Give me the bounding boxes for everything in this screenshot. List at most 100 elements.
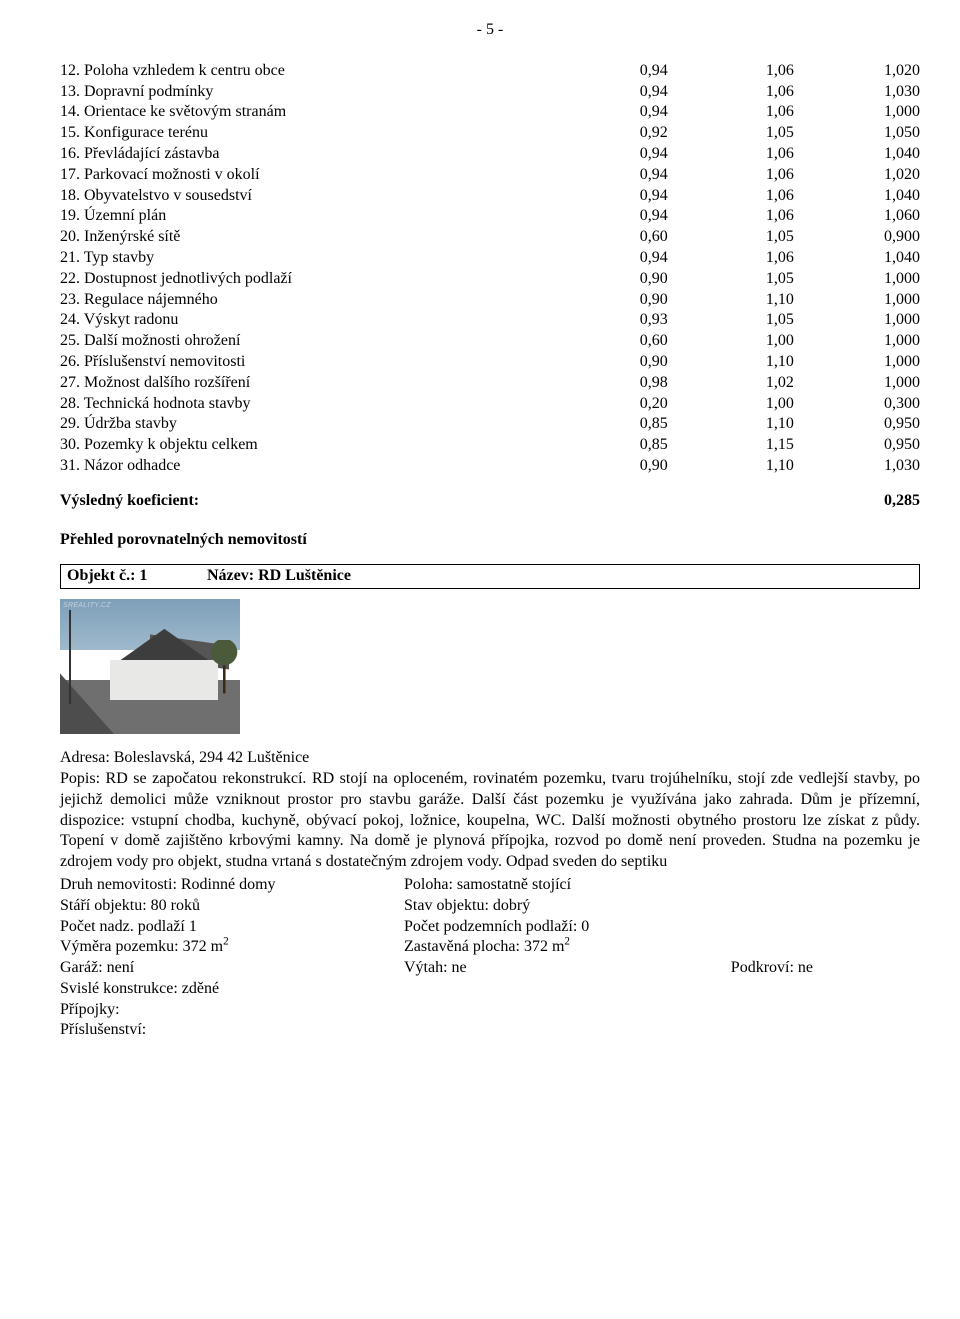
coef-label: 21. Typ stavby bbox=[60, 248, 542, 269]
coef-v3: 1,000 bbox=[794, 290, 920, 311]
coef-v2: 1,06 bbox=[668, 186, 794, 207]
sup: 2 bbox=[223, 936, 229, 948]
photo-watermark: SREALITY.CZ bbox=[63, 601, 111, 610]
prop-druh: Druh nemovitosti: Rodinné domy bbox=[60, 875, 404, 896]
coef-v1: 0,94 bbox=[542, 186, 668, 207]
coef-v1: 0,93 bbox=[542, 310, 668, 331]
photo-pole bbox=[69, 610, 71, 705]
prop-vymera: Výměra pozemku: 372 m2 bbox=[60, 937, 404, 958]
coef-v3: 1,000 bbox=[794, 331, 920, 352]
coef-v3: 1,040 bbox=[794, 186, 920, 207]
coef-v1: 0,94 bbox=[542, 165, 668, 186]
coef-v1: 0,60 bbox=[542, 227, 668, 248]
coef-v2: 1,06 bbox=[668, 144, 794, 165]
coef-v2: 1,06 bbox=[668, 102, 794, 123]
coef-label: 23. Regulace nájemného bbox=[60, 290, 542, 311]
spacer bbox=[731, 1020, 920, 1041]
coef-v3: 1,040 bbox=[794, 248, 920, 269]
coef-row: 25. Další možnosti ohrožení0,601,001,000 bbox=[60, 331, 920, 352]
prop-row-garage: Garáž: není Výtah: ne Podkroví: ne bbox=[60, 958, 920, 979]
coef-label: 12. Poloha vzhledem k centru obce bbox=[60, 61, 542, 82]
spacer bbox=[731, 896, 920, 917]
coef-v3: 1,000 bbox=[794, 310, 920, 331]
coef-v3: 1,000 bbox=[794, 102, 920, 123]
prop-podz: Počet podzemních podlaží: 0 bbox=[404, 917, 731, 938]
property-details: Druh nemovitosti: Rodinné domy Poloha: s… bbox=[60, 875, 920, 1041]
coef-label: 14. Orientace ke světovým stranám bbox=[60, 102, 542, 123]
spacer bbox=[731, 937, 920, 958]
spacer bbox=[542, 491, 794, 512]
coef-label: 27. Možnost dalšího rozšíření bbox=[60, 373, 542, 394]
spacer bbox=[404, 1020, 731, 1041]
result-label: Výsledný koeficient: bbox=[60, 491, 542, 512]
address-line: Adresa: Boleslavská, 294 42 Luštěnice bbox=[60, 748, 920, 769]
coef-row: 22. Dostupnost jednotlivých podlaží0,901… bbox=[60, 269, 920, 290]
prop-svisle: Svislé konstrukce: zděné bbox=[60, 979, 404, 1000]
coef-v1: 0,90 bbox=[542, 269, 668, 290]
coef-label: 13. Dopravní podmínky bbox=[60, 82, 542, 103]
coef-v1: 0,85 bbox=[542, 414, 668, 435]
coef-label: 31. Názor odhadce bbox=[60, 456, 542, 477]
prop-prisl: Příslušenství: bbox=[60, 1020, 404, 1041]
coef-row: 20. Inženýrské sítě0,601,050,900 bbox=[60, 227, 920, 248]
coef-v3: 1,050 bbox=[794, 123, 920, 144]
prop-row-pripojky: Přípojky: bbox=[60, 1000, 920, 1021]
spacer bbox=[731, 917, 920, 938]
coef-v3: 1,000 bbox=[794, 269, 920, 290]
photo-wall bbox=[110, 660, 218, 701]
coef-v2: 1,05 bbox=[668, 227, 794, 248]
coef-v1: 0,60 bbox=[542, 331, 668, 352]
coef-row: 23. Regulace nájemného0,901,101,000 bbox=[60, 290, 920, 311]
coef-v2: 1,05 bbox=[668, 269, 794, 290]
coef-row: 26. Příslušenství nemovitosti0,901,101,0… bbox=[60, 352, 920, 373]
coef-label: 15. Konfigurace terénu bbox=[60, 123, 542, 144]
coef-v1: 0,94 bbox=[542, 61, 668, 82]
prop-row-age: Stáří objektu: 80 roků Stav objektu: dob… bbox=[60, 896, 920, 917]
coef-row: 28. Technická hodnota stavby0,201,000,30… bbox=[60, 394, 920, 415]
coef-v2: 1,06 bbox=[668, 206, 794, 227]
coef-v1: 0,20 bbox=[542, 394, 668, 415]
property-photo: SREALITY.CZ bbox=[60, 599, 240, 734]
coef-v3: 1,040 bbox=[794, 144, 920, 165]
coef-label: 30. Pozemky k objektu celkem bbox=[60, 435, 542, 456]
coef-v1: 0,94 bbox=[542, 144, 668, 165]
coef-row: 16. Převládající zástavba0,941,061,040 bbox=[60, 144, 920, 165]
coef-v1: 0,90 bbox=[542, 352, 668, 373]
coef-v2: 1,02 bbox=[668, 373, 794, 394]
coef-row: 30. Pozemky k objektu celkem0,851,150,95… bbox=[60, 435, 920, 456]
coef-row: 13. Dopravní podmínky0,941,061,030 bbox=[60, 82, 920, 103]
spacer bbox=[731, 1000, 920, 1021]
coef-label: 19. Územní plán bbox=[60, 206, 542, 227]
prop-garaz: Garáž: není bbox=[60, 958, 404, 979]
prop-stav: Stav objektu: dobrý bbox=[404, 896, 731, 917]
coef-v3: 0,950 bbox=[794, 414, 920, 435]
prop-podkrovi: Podkroví: ne bbox=[731, 958, 920, 979]
prop-stari: Stáří objektu: 80 roků bbox=[60, 896, 404, 917]
coefficient-table: 12. Poloha vzhledem k centru obce0,941,0… bbox=[60, 61, 920, 477]
sup: 2 bbox=[564, 936, 570, 948]
coef-label: 20. Inženýrské sítě bbox=[60, 227, 542, 248]
prop-row-type: Druh nemovitosti: Rodinné domy Poloha: s… bbox=[60, 875, 920, 896]
coef-row: 19. Územní plán0,941,061,060 bbox=[60, 206, 920, 227]
coef-v1: 0,98 bbox=[542, 373, 668, 394]
coef-label: 18. Obyvatelstvo v sousedství bbox=[60, 186, 542, 207]
coef-row: 21. Typ stavby0,941,061,040 bbox=[60, 248, 920, 269]
coef-v3: 1,020 bbox=[794, 165, 920, 186]
coef-v1: 0,94 bbox=[542, 206, 668, 227]
page-number: - 5 - bbox=[60, 20, 920, 41]
coef-v3: 0,300 bbox=[794, 394, 920, 415]
prop-nadz: Počet nadz. podlaží 1 bbox=[60, 917, 404, 938]
prop-row-floors: Počet nadz. podlaží 1 Počet podzemních p… bbox=[60, 917, 920, 938]
coef-v2: 1,05 bbox=[668, 310, 794, 331]
coef-v1: 0,92 bbox=[542, 123, 668, 144]
coef-v1: 0,90 bbox=[542, 456, 668, 477]
object-box: Objekt č.: 1 Název: RD Luštěnice bbox=[60, 564, 920, 589]
coef-v1: 0,85 bbox=[542, 435, 668, 456]
coef-row: 31. Názor odhadce0,901,101,030 bbox=[60, 456, 920, 477]
prop-row-prisl: Příslušenství: bbox=[60, 1020, 920, 1041]
coef-label: 24. Výskyt radonu bbox=[60, 310, 542, 331]
coef-v3: 0,900 bbox=[794, 227, 920, 248]
coef-row: 17. Parkovací možnosti v okolí0,941,061,… bbox=[60, 165, 920, 186]
coef-v3: 1,000 bbox=[794, 352, 920, 373]
coef-label: 17. Parkovací možnosti v okolí bbox=[60, 165, 542, 186]
